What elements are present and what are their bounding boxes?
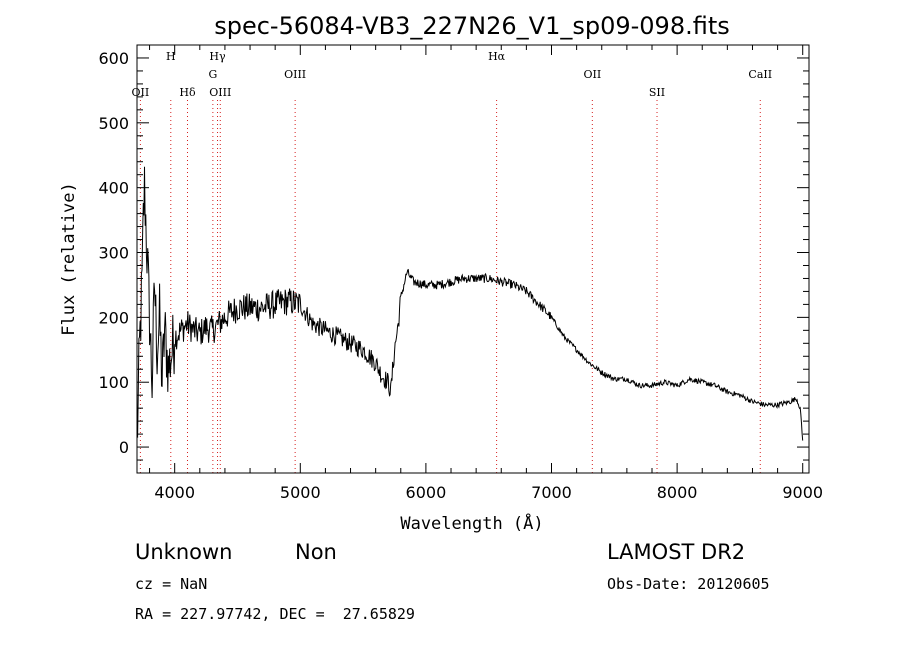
spectral-line-label: Hδ (179, 86, 196, 99)
x-tick-label: 7000 (531, 483, 572, 502)
x-tick-label: 4000 (154, 483, 195, 502)
x-tick-label: 8000 (657, 483, 698, 502)
y-tick-label: 500 (98, 114, 129, 133)
spectral-line-label: OIII (209, 86, 231, 99)
x-tick-label: 5000 (280, 483, 321, 502)
y-axis-ticks: 0 100 200 300 400 500 600 (98, 44, 809, 474)
spectrum-series (136, 166, 804, 441)
spectral-line-label: H (166, 50, 176, 63)
x-tick-label: 6000 (406, 483, 447, 502)
y-tick-label: 200 (98, 308, 129, 327)
spectrum-subclass: Non (295, 540, 337, 564)
spectrum-line (136, 166, 804, 441)
chart-title: spec-56084-VB3_227N26_V1_sp09-098.fits (214, 12, 730, 40)
spectral-line-label: G (208, 68, 217, 81)
coordinates: RA = 227.97742, DEC = 27.65829 (135, 605, 415, 623)
plot-frame (136, 44, 810, 474)
spectral-line-label: OII (132, 86, 150, 99)
survey-name: LAMOST DR2 (607, 540, 746, 564)
y-tick-label: 400 (98, 179, 129, 198)
x-axis-label: Wavelength (Å) (400, 512, 543, 534)
spectral-line-label: CaII (748, 68, 772, 81)
spectral-line-label: Hα (488, 50, 506, 63)
y-tick-label: 100 (98, 373, 129, 392)
spectral-line-markers: OII H Hδ Hγ G OIII OIII Hα OII SII CaII (132, 50, 772, 473)
y-tick-label: 600 (98, 49, 129, 68)
y-tick-label: 0 (119, 438, 129, 457)
x-axis-ticks: 4000 5000 6000 7000 8000 9000 (149, 45, 823, 502)
x-tick-label: 9000 (782, 483, 823, 502)
redshift-cz: cz = NaN (135, 575, 208, 593)
spectral-line-label: SII (649, 86, 665, 99)
spectral-line-label: OIII (284, 68, 306, 81)
observation-date: Obs-Date: 20120605 (607, 575, 770, 593)
y-tick-label: 300 (98, 244, 129, 263)
spectral-line-label: OII (583, 68, 601, 81)
y-axis-label: Flux (relative) (59, 182, 79, 336)
spectrum-class: Unknown (135, 540, 233, 564)
spectral-line-label: Hγ (209, 50, 226, 63)
